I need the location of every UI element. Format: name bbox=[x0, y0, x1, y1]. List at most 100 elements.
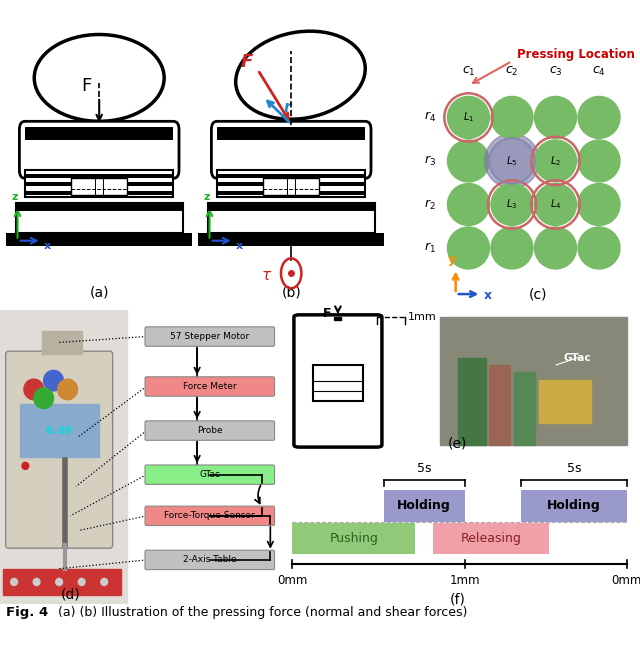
Circle shape bbox=[34, 388, 54, 408]
Bar bbox=[335, 317, 342, 320]
Text: $r_1$: $r_1$ bbox=[424, 241, 436, 255]
Text: $\tau$: $\tau$ bbox=[262, 269, 273, 284]
Text: $c_1$: $c_1$ bbox=[461, 65, 476, 78]
FancyBboxPatch shape bbox=[211, 121, 371, 178]
Circle shape bbox=[58, 379, 77, 400]
Text: 1mm: 1mm bbox=[449, 574, 480, 587]
Bar bbox=[25, 182, 173, 187]
Text: x: x bbox=[236, 241, 243, 251]
FancyBboxPatch shape bbox=[6, 351, 113, 548]
Circle shape bbox=[534, 227, 577, 269]
Bar bbox=[264, 178, 319, 194]
Bar bbox=[25, 127, 173, 140]
Circle shape bbox=[447, 183, 490, 225]
Circle shape bbox=[447, 96, 490, 138]
Bar bbox=[539, 379, 591, 423]
Circle shape bbox=[534, 140, 577, 182]
Bar bbox=[3, 568, 121, 595]
Text: 57 Stepper Motor: 57 Stepper Motor bbox=[170, 332, 250, 341]
Bar bbox=[42, 331, 82, 354]
Text: Holding: Holding bbox=[547, 499, 600, 512]
Text: F: F bbox=[81, 77, 92, 95]
Text: Releasing: Releasing bbox=[461, 532, 522, 545]
Text: Pushing: Pushing bbox=[330, 532, 378, 545]
Bar bbox=[0, 310, 127, 604]
Text: x: x bbox=[484, 289, 492, 302]
Bar bbox=[217, 174, 365, 178]
FancyBboxPatch shape bbox=[145, 550, 275, 570]
Ellipse shape bbox=[236, 31, 365, 120]
Text: F: F bbox=[241, 52, 253, 70]
Text: (c): (c) bbox=[529, 287, 547, 301]
Circle shape bbox=[447, 140, 490, 182]
Text: $L_5$: $L_5$ bbox=[506, 154, 518, 168]
Bar bbox=[433, 523, 549, 554]
Circle shape bbox=[44, 370, 63, 391]
Text: F: F bbox=[323, 307, 332, 320]
Text: y: y bbox=[448, 253, 456, 266]
Text: $L_1$: $L_1$ bbox=[463, 110, 474, 124]
Text: (d): (d) bbox=[61, 588, 80, 601]
Circle shape bbox=[22, 463, 29, 470]
Text: $c_2$: $c_2$ bbox=[505, 65, 519, 78]
Circle shape bbox=[484, 134, 540, 188]
Text: $c_3$: $c_3$ bbox=[548, 65, 563, 78]
FancyBboxPatch shape bbox=[145, 506, 275, 526]
Text: 0.00: 0.00 bbox=[45, 426, 72, 435]
Bar bbox=[25, 170, 173, 197]
Text: GTac: GTac bbox=[199, 470, 220, 479]
Text: (a): (a) bbox=[90, 286, 109, 299]
Bar bbox=[25, 191, 173, 194]
Circle shape bbox=[491, 96, 533, 138]
Bar bbox=[217, 182, 365, 187]
Bar bbox=[440, 317, 627, 445]
Bar bbox=[15, 203, 183, 233]
Circle shape bbox=[56, 578, 63, 585]
FancyBboxPatch shape bbox=[145, 327, 275, 346]
Circle shape bbox=[534, 96, 577, 138]
Ellipse shape bbox=[35, 34, 164, 121]
Circle shape bbox=[534, 183, 577, 225]
Bar bbox=[198, 233, 384, 246]
Text: (b): (b) bbox=[282, 286, 301, 299]
FancyBboxPatch shape bbox=[145, 465, 275, 484]
Text: r: r bbox=[284, 100, 291, 115]
Text: $L_3$: $L_3$ bbox=[506, 198, 518, 211]
Text: Fig. 4: Fig. 4 bbox=[6, 605, 49, 619]
Bar bbox=[514, 372, 535, 445]
Circle shape bbox=[578, 183, 620, 225]
Circle shape bbox=[33, 578, 40, 585]
Text: Holding: Holding bbox=[397, 499, 451, 512]
Bar bbox=[292, 523, 415, 554]
FancyBboxPatch shape bbox=[145, 421, 275, 441]
FancyBboxPatch shape bbox=[19, 121, 179, 178]
Circle shape bbox=[78, 578, 85, 585]
Circle shape bbox=[101, 578, 108, 585]
Text: 0mm: 0mm bbox=[277, 574, 307, 587]
Bar bbox=[15, 203, 183, 211]
Bar bbox=[72, 178, 127, 194]
Text: 0mm: 0mm bbox=[611, 574, 640, 587]
Bar bbox=[384, 490, 465, 521]
Text: 1mm: 1mm bbox=[408, 312, 437, 322]
Bar bbox=[6, 233, 192, 246]
Text: x: x bbox=[44, 241, 51, 251]
Text: (e): (e) bbox=[448, 437, 467, 451]
Bar bbox=[521, 490, 627, 521]
Text: z: z bbox=[204, 192, 211, 202]
Text: $L_2$: $L_2$ bbox=[550, 154, 561, 168]
FancyBboxPatch shape bbox=[294, 315, 382, 447]
Bar bbox=[217, 170, 365, 197]
Text: (f): (f) bbox=[450, 593, 465, 607]
Text: 5s: 5s bbox=[566, 462, 581, 475]
Circle shape bbox=[491, 140, 533, 182]
Bar bbox=[207, 203, 375, 233]
Circle shape bbox=[24, 379, 44, 400]
Bar bbox=[458, 358, 486, 445]
Circle shape bbox=[447, 227, 490, 269]
Circle shape bbox=[578, 140, 620, 182]
Bar bbox=[25, 174, 173, 178]
Bar bbox=[20, 404, 99, 457]
Circle shape bbox=[578, 227, 620, 269]
Text: $r_2$: $r_2$ bbox=[424, 198, 436, 211]
